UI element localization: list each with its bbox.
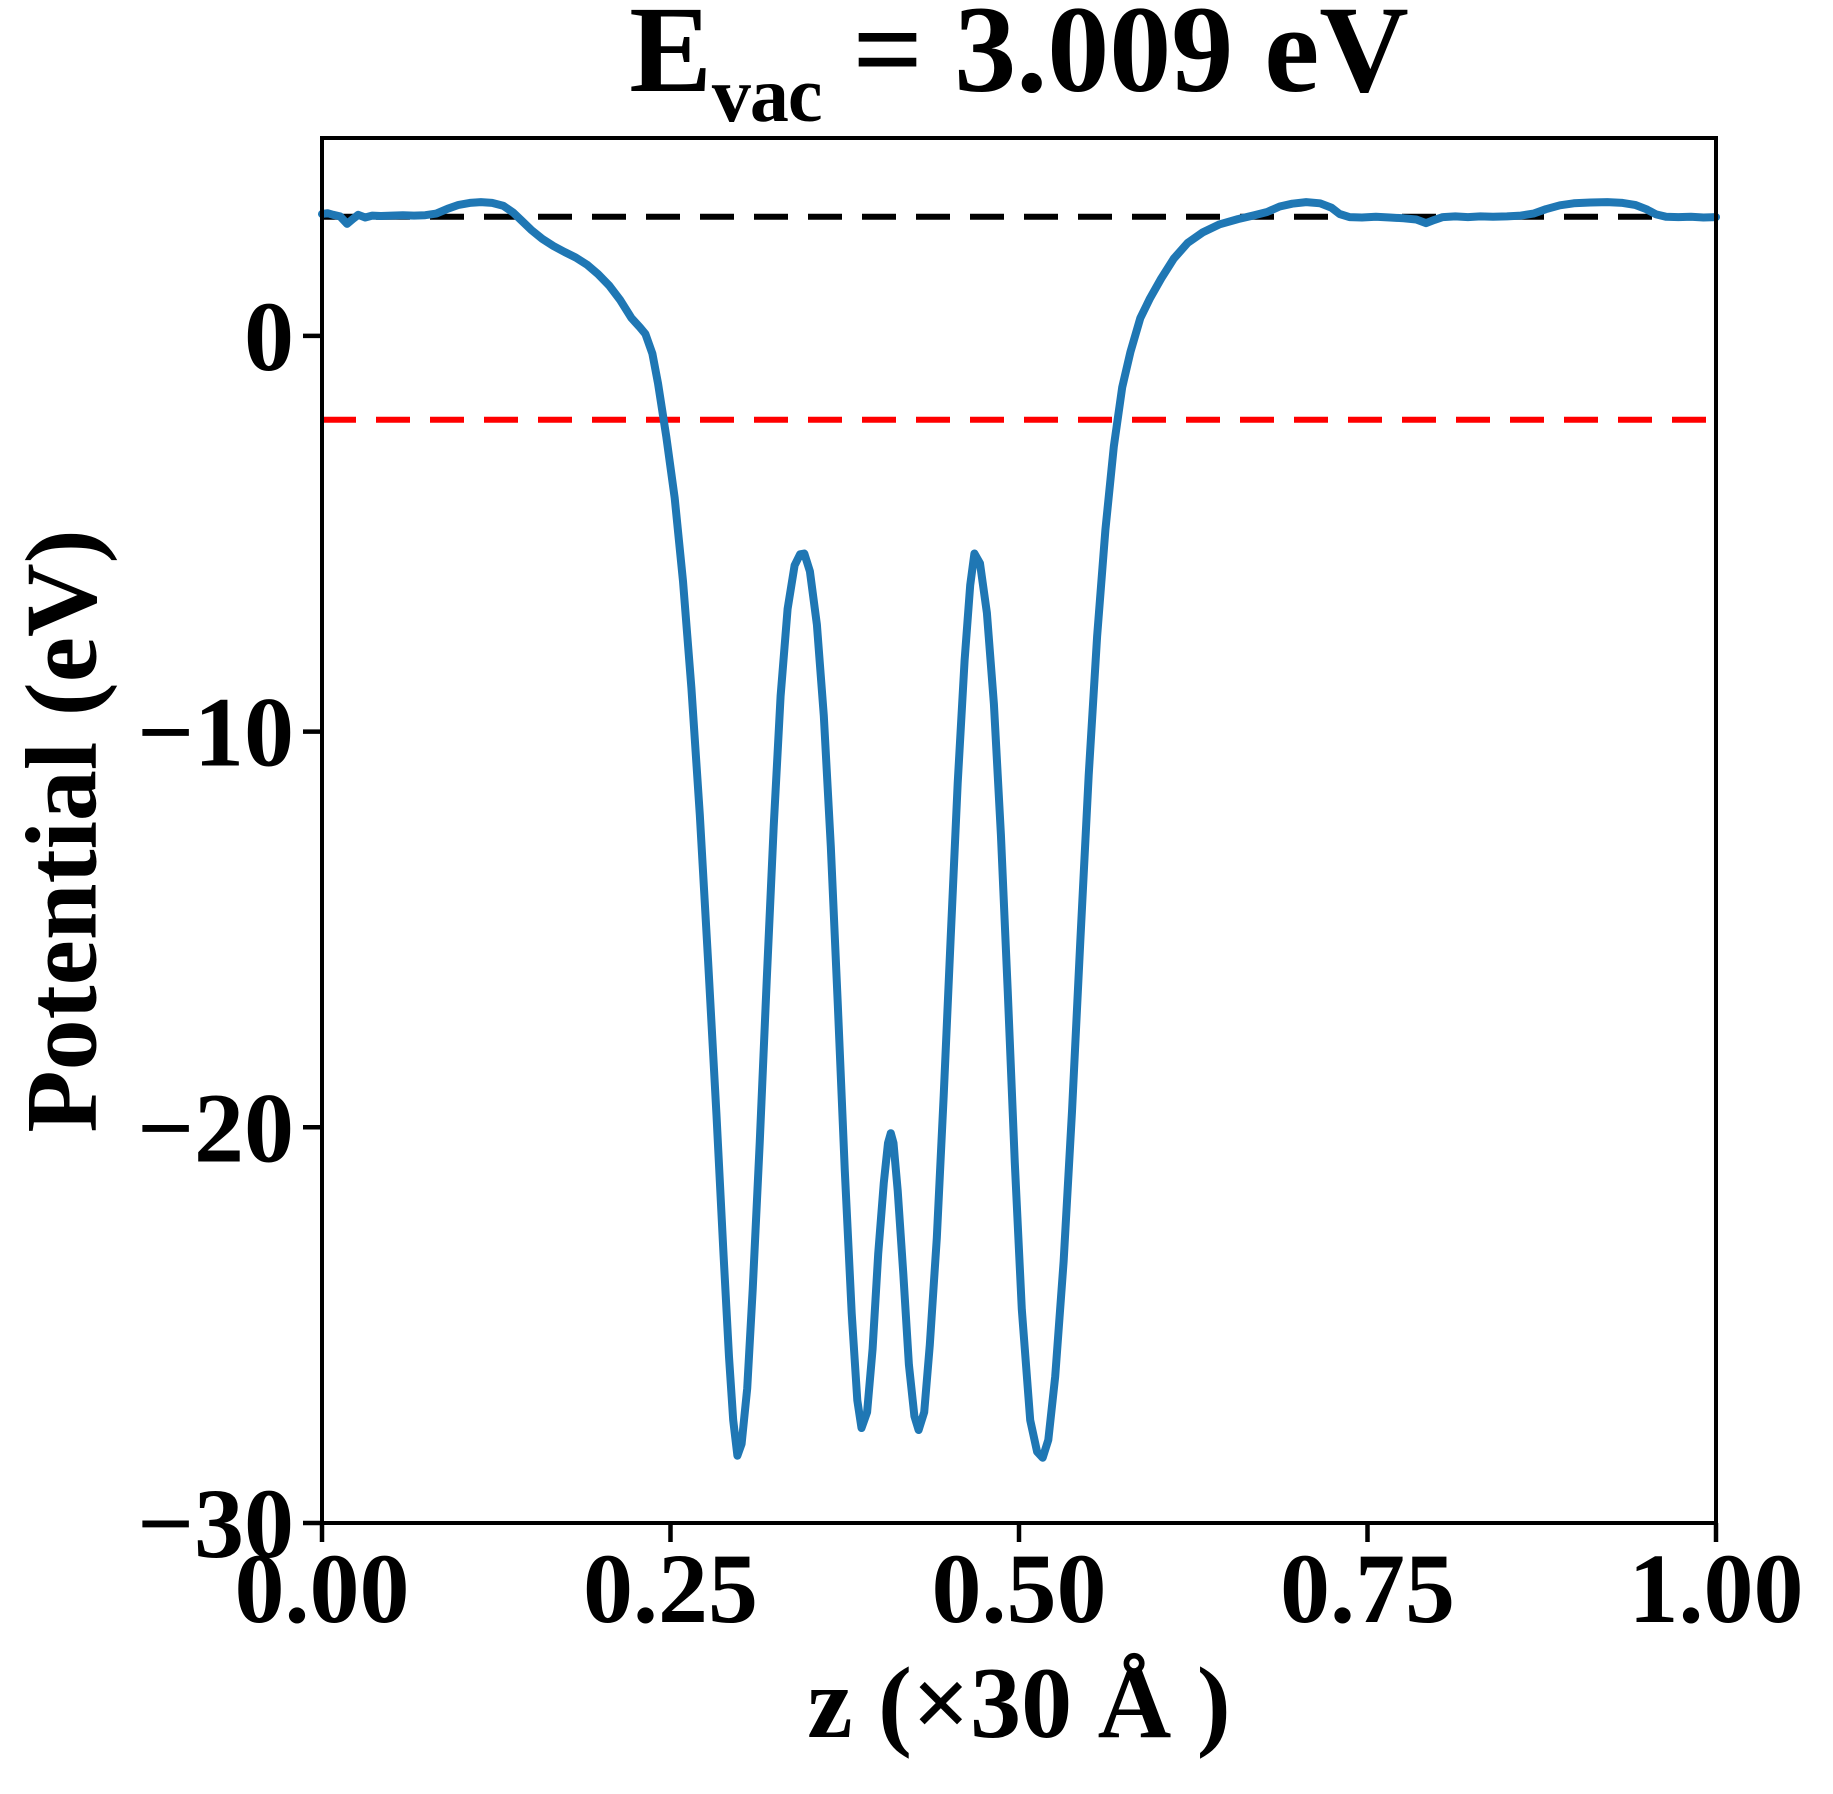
x-tick-label: 0.00 xyxy=(235,1533,410,1644)
y-tick-label: −20 xyxy=(137,1072,294,1183)
plot-title: Evac = 3.009 eV xyxy=(322,0,1716,137)
y-tick-label: −10 xyxy=(137,677,294,788)
x-tick-label: 0.50 xyxy=(932,1533,1107,1644)
y-axis-label: Potential (eV) xyxy=(5,529,119,1133)
y-tick-label: −30 xyxy=(137,1468,294,1579)
x-tick-label: 0.25 xyxy=(583,1533,758,1644)
title-subscript: vac xyxy=(711,51,823,138)
y-tick-label: 0 xyxy=(244,281,294,392)
x-axis-label: z (×30 Å ) xyxy=(807,1647,1231,1760)
x-tick-label: 0.75 xyxy=(1280,1533,1455,1644)
title-symbol: E xyxy=(629,0,712,118)
x-tick-label: 1.00 xyxy=(1629,1533,1804,1644)
x-axis-ticks: 0.00 0.25 0.50 0.75 1.00 xyxy=(235,1523,1804,1644)
reference-lines xyxy=(322,213,1716,423)
y-axis-ticks: 0 −10 −20 −30 xyxy=(137,281,322,1579)
title-equation: = 3.009 eV xyxy=(821,0,1409,118)
planar-averaged-potential-curve xyxy=(318,198,1720,1462)
data-series xyxy=(318,198,1720,1462)
